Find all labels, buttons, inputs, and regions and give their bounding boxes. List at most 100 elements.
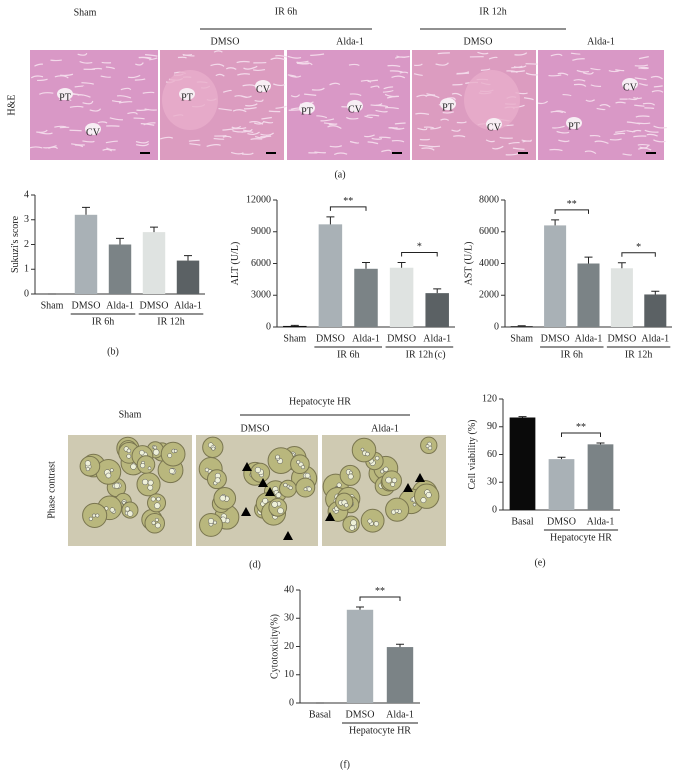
tissue-texture (140, 123, 155, 126)
tissue-texture (638, 67, 649, 70)
sham-header: Sham (74, 7, 97, 18)
y-tick-label: 1 (24, 264, 29, 275)
tissue-texture (653, 85, 663, 88)
droplet (147, 484, 154, 491)
tissue-texture (240, 95, 252, 98)
group-label: IR 6h (92, 316, 115, 327)
droplet (283, 482, 288, 488)
he-image: CV PT (537, 50, 667, 160)
tissue-texture (71, 143, 85, 146)
tissue-texture (572, 58, 585, 61)
tissue-texture (650, 75, 663, 80)
tissue-texture (521, 139, 533, 142)
y-tick-label: 0 (266, 321, 271, 332)
tissue-texture (413, 73, 423, 76)
tissue-texture (642, 102, 656, 106)
panel-label: (b) (107, 346, 119, 357)
tissue-texture (548, 74, 562, 77)
tissue-texture (371, 137, 383, 140)
lesion (464, 70, 520, 130)
row-label: H&E (6, 94, 17, 115)
tissue-texture (570, 52, 581, 55)
bar (577, 263, 600, 327)
group-label: IR 6h (561, 349, 584, 360)
x-tick-label: Alda-1 (641, 333, 669, 344)
tissue-texture (383, 86, 394, 90)
tissue-texture (513, 65, 527, 69)
tissue-texture (189, 143, 201, 146)
x-tick-label: Alda-1 (575, 333, 603, 344)
x-tick-label: DMSO (72, 300, 101, 311)
y-tick-label: 120 (482, 393, 497, 404)
tissue-texture (644, 129, 659, 133)
tissue-texture (231, 125, 242, 129)
tissue-texture (213, 50, 223, 53)
vessel (299, 102, 315, 114)
vessel (57, 88, 73, 100)
image-bg (30, 50, 158, 160)
tissue-texture (249, 120, 264, 125)
phase-image (68, 435, 192, 546)
image-label: CV (348, 104, 363, 115)
tissue-texture (275, 105, 287, 109)
vessel (255, 80, 271, 92)
arrowhead (241, 507, 251, 516)
droplet (85, 466, 90, 472)
treatment-header: Alda-1 (587, 36, 615, 47)
tissue-texture (456, 121, 467, 124)
panel-label: (f) (340, 759, 350, 770)
tissue-texture (589, 134, 601, 138)
tissue-texture (232, 127, 247, 130)
tissue-texture (102, 148, 113, 152)
tissue-texture (118, 101, 133, 104)
vessel (440, 98, 456, 110)
tissue-texture (639, 83, 648, 86)
error-bar (184, 255, 192, 261)
tissue-texture (584, 150, 597, 155)
tissue-texture (514, 52, 528, 56)
tissue-texture (69, 105, 84, 108)
tissue-texture (320, 118, 335, 122)
tissue-texture (260, 135, 272, 138)
tissue-texture (29, 146, 43, 149)
y-tick-label: 30 (487, 477, 497, 488)
droplet (254, 466, 261, 474)
tissue-texture (333, 152, 348, 156)
error-bar (356, 606, 364, 610)
error-bar (82, 206, 90, 215)
arrowhead (415, 473, 425, 482)
x-tick-label: DMSO (316, 333, 345, 344)
tissue-texture (550, 110, 564, 114)
tissue-texture (523, 97, 534, 101)
tissue-texture (222, 135, 232, 139)
panel-label: (d) (249, 559, 261, 570)
droplet (412, 502, 417, 507)
bar (587, 444, 614, 510)
tissue-texture (247, 131, 260, 136)
tissue-texture (379, 136, 391, 139)
tissue-texture (116, 95, 132, 99)
y-tick-label: 2 (24, 239, 29, 250)
tissue-texture (100, 75, 112, 78)
tissue-texture (210, 63, 225, 67)
significance-label: ** (567, 199, 577, 210)
vessel (622, 78, 638, 90)
tissue-texture (394, 122, 406, 125)
bar (544, 225, 567, 327)
tissue-texture (177, 56, 187, 59)
arrowhead (258, 478, 268, 487)
tissue-texture (537, 100, 549, 105)
x-tick-label: DMSO (607, 333, 636, 344)
arrowhead (403, 483, 413, 492)
tissue-texture (456, 71, 470, 75)
x-tick-label: Sham (283, 333, 306, 344)
tissue-texture (634, 104, 645, 107)
significance-label: ** (576, 422, 586, 433)
droplet (275, 454, 280, 460)
bar (346, 609, 374, 703)
x-tick-label: Alda-1 (587, 516, 615, 527)
tissue-texture (360, 79, 371, 83)
tissue-texture (615, 69, 625, 72)
tissue-texture (417, 127, 428, 131)
error-bar (518, 416, 527, 418)
